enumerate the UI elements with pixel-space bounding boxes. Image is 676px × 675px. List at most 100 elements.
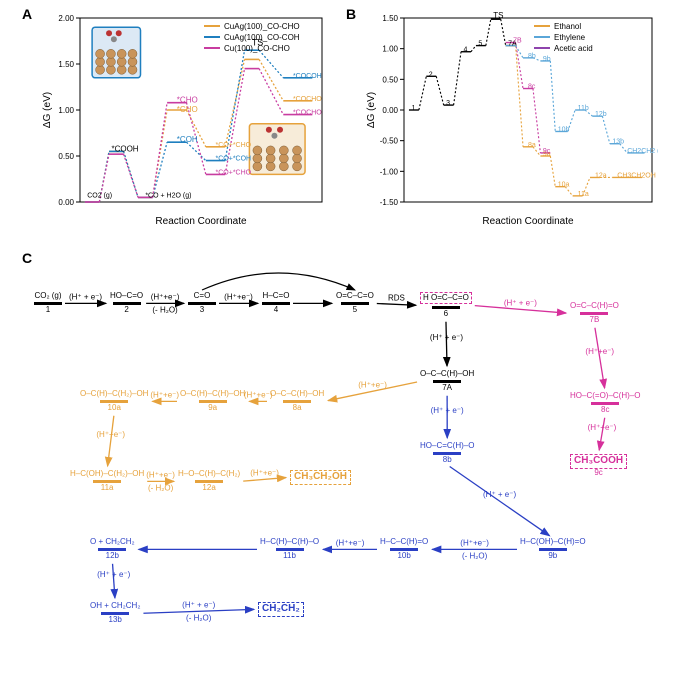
scheme-mol-9b: H–C(OH)–C(H)=O [520, 538, 586, 546]
scheme-step-10b: H–C–C(H)=O10b [380, 538, 428, 561]
svg-text:(- H₂O): (- H₂O) [152, 305, 178, 314]
svg-text:8a: 8a [528, 142, 536, 149]
scheme-id-12b: 12b [106, 552, 119, 560]
scheme-id-11a: 11a [101, 484, 114, 492]
scheme-mol-9c: CH₃COOH [570, 454, 627, 469]
scheme-id-3: 3 [200, 306, 204, 314]
svg-text:4: 4 [464, 47, 468, 54]
svg-text:Ethanol: Ethanol [554, 22, 581, 31]
scheme-mol-12a: H–O–C(H)–C(H₂) [178, 470, 240, 478]
svg-text:-1.00: -1.00 [380, 167, 399, 176]
svg-text:0.00: 0.00 [58, 198, 74, 207]
scheme-step-6: H O=C–C=O6 [420, 292, 472, 319]
svg-text:(H⁺+e⁻): (H⁺+e⁻) [250, 468, 279, 477]
svg-text:-0.50: -0.50 [380, 137, 399, 146]
svg-text:Acetic acid: Acetic acid [554, 44, 593, 53]
svg-text:CuAg(100)_CO-CHO: CuAg(100)_CO-CHO [224, 22, 300, 31]
scheme-mol-10b: H–C–C(H)=O [380, 538, 428, 546]
svg-text:11b: 11b [578, 105, 589, 112]
svg-text:(H⁺+e⁻): (H⁺+e⁻) [244, 390, 273, 399]
svg-text:*COOH: *COOH [111, 144, 138, 153]
scheme-mol-1: CO₂ (g) [34, 292, 61, 300]
svg-text:9b: 9b [543, 56, 551, 63]
svg-text:0.50: 0.50 [382, 75, 398, 84]
svg-text:(H⁺ + e⁻): (H⁺ + e⁻) [182, 600, 215, 609]
svg-text:1.50: 1.50 [58, 60, 74, 69]
svg-text:*COCOH: *COCOH [293, 73, 322, 80]
panel-a-chart: 0.000.501.001.502.00ΔG (eV)Reaction Coor… [38, 10, 328, 230]
scheme-id-5: 5 [353, 306, 357, 314]
scheme-mol-11b: H–C(H)–C(H)–O [260, 538, 319, 546]
svg-text:ΔG (eV): ΔG (eV) [366, 92, 377, 128]
scheme-step-12b: O + CH₂CH₂12b [90, 538, 135, 561]
scheme-id-12a: 12a [202, 484, 215, 492]
svg-text:*CO+*COH: *CO+*COH [216, 156, 252, 163]
scheme-id-10a: 10a [108, 404, 121, 412]
scheme-step-10a: O–C(H)–C(H₂)–OH 10a [80, 390, 148, 413]
scheme-step-EtOH: CH₃CH₂OH [290, 470, 351, 485]
scheme-step-8c: HO–C(=O)–C(H)–O8c [570, 392, 640, 415]
svg-text:*CO+*CHO: *CO+*CHO [216, 142, 252, 149]
scheme-step-11b: H–C(H)–C(H)–O 11b [260, 538, 319, 561]
svg-text:RDS: RDS [388, 293, 405, 302]
panel-a-label: A [22, 6, 32, 22]
svg-text:7B: 7B [513, 38, 522, 45]
scheme-mol-13b: OH + CH₂CH₂ [90, 602, 140, 610]
svg-text:1.50: 1.50 [382, 14, 398, 23]
scheme-mol-6: H O=C–C=O [420, 292, 472, 304]
svg-text:(H⁺+e⁻): (H⁺+e⁻) [151, 292, 180, 301]
scheme-id-1: 1 [46, 306, 50, 314]
svg-text:1: 1 [411, 105, 415, 112]
svg-text:(H⁺ + e⁻): (H⁺ + e⁻) [69, 292, 102, 301]
svg-text:Ethylene: Ethylene [554, 33, 586, 42]
scheme-step-11a: H–C(OH)–C(H₂)–OH11a [70, 470, 144, 493]
svg-text:(H⁺+e⁻): (H⁺+e⁻) [460, 538, 489, 547]
svg-text:CH2CH2 (g): CH2CH2 (g) [627, 148, 658, 155]
svg-text:(H⁺+e⁻): (H⁺+e⁻) [336, 538, 365, 547]
svg-text:(H⁺ + e⁻): (H⁺ + e⁻) [97, 570, 130, 579]
scheme-step-4: H–C=O4 [262, 292, 290, 315]
svg-text:11a: 11a [578, 191, 589, 198]
svg-text:8c: 8c [528, 84, 536, 91]
svg-text:12b: 12b [595, 111, 607, 118]
svg-text:Cu(100)_CO-CHO: Cu(100)_CO-CHO [224, 44, 290, 53]
svg-text:(H⁺ + e⁻): (H⁺ + e⁻) [504, 298, 537, 307]
scheme-step-7A: O–C–C(H)–OH7A [420, 370, 474, 393]
svg-text:CuAg(100)_CO-COH: CuAg(100)_CO-COH [224, 33, 300, 42]
scheme-id-9c: 9c [594, 469, 602, 477]
panel-c-scheme: *CO (H⁺ + e⁻) (H⁺+e⁻) (- H₂O) (H⁺+e⁻) RDS (H⁺ … [10, 262, 666, 672]
svg-text:8b: 8b [528, 53, 536, 60]
scheme-mol-10a: O–C(H)–C(H₂)–OH [80, 390, 148, 398]
svg-text:13b: 13b [612, 139, 624, 146]
scheme-mol-8b: HO–C=C(H)–O [420, 442, 474, 450]
svg-text:(H⁺+e⁻): (H⁺+e⁻) [96, 430, 125, 439]
svg-text:*CO: *CO [270, 262, 287, 264]
svg-text:(H⁺+e⁻): (H⁺+e⁻) [585, 347, 614, 356]
scheme-mol-2: HO–C=O [110, 292, 143, 300]
svg-text:Reaction Coordinate: Reaction Coordinate [155, 216, 247, 227]
scheme-mol-9a: O–C(H)–C(H)–OH [180, 390, 245, 398]
scheme-id-8a: 8a [293, 404, 302, 412]
scheme-id-9b: 9b [548, 552, 557, 560]
svg-text:ΔG (eV): ΔG (eV) [42, 92, 53, 128]
scheme-id-2: 2 [124, 306, 128, 314]
scheme-step-8a: O–C–C(H)–OH8a [270, 390, 324, 413]
scheme-id-11b: 11b [283, 552, 296, 560]
svg-text:*CO + H2O (g): *CO + H2O (g) [145, 192, 191, 199]
scheme-id-9a: 9a [208, 404, 217, 412]
scheme-id-8c: 8c [601, 406, 609, 414]
svg-text:*COCHO: *COCHO [293, 96, 322, 103]
scheme-mol-EtOH: CH₃CH₂OH [290, 470, 351, 485]
svg-text:9c: 9c [543, 148, 551, 155]
svg-text:0.00: 0.00 [382, 106, 398, 115]
scheme-mol-3: C=O [194, 292, 211, 300]
svg-text:CO2 (g): CO2 (g) [87, 192, 112, 199]
svg-text:(H⁺ + e⁻): (H⁺ + e⁻) [483, 490, 516, 499]
scheme-step-2: HO–C=O 2 [110, 292, 143, 315]
scheme-step-9c: CH₃COOH9c [570, 454, 627, 477]
panel-b-label: B [346, 6, 356, 22]
svg-text:1.00: 1.00 [58, 106, 74, 115]
svg-text:TS: TS [493, 11, 503, 20]
svg-text:*CO+*CHO: *CO+*CHO [216, 169, 252, 176]
svg-text:(H⁺ + e⁻): (H⁺ + e⁻) [430, 333, 463, 342]
